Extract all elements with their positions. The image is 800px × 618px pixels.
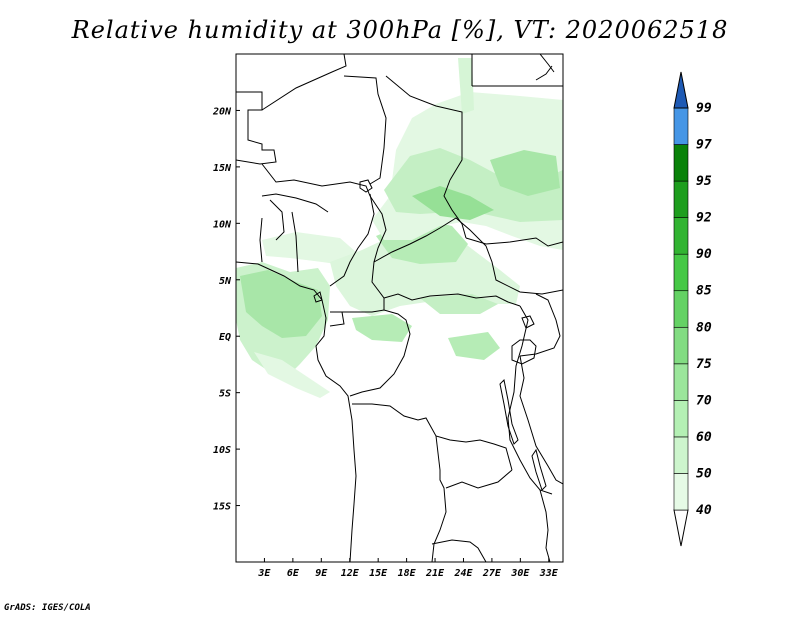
colorbar-label: 80 — [696, 320, 712, 335]
colorbar-label: 97 — [696, 138, 712, 153]
red-sea-coast — [535, 54, 555, 81]
colorbar-segment — [673, 217, 689, 255]
colorbar-segment — [673, 290, 689, 328]
x-tick-label: 15E — [369, 568, 388, 579]
y-tick-label: 5N — [219, 276, 232, 287]
colorbar-label: 92 — [696, 211, 712, 226]
colorbar-label: 40 — [696, 503, 712, 518]
lake-chad — [359, 179, 373, 193]
map-title: Relative humidity at 300hPa [%], VT: 202… — [71, 16, 729, 44]
border-chad-car — [373, 217, 563, 295]
lake-malawi — [531, 448, 547, 491]
x-tick-label: 3E — [257, 568, 271, 579]
colorbar-label: 99 — [696, 101, 712, 116]
humidity-region-sudan-east — [490, 150, 560, 196]
humidity-region-congo-a — [352, 314, 412, 342]
x-axis-labels: 3E 6E 9E 12E 15E 18E 21E 24E 27E 30E 33E — [257, 568, 558, 579]
colorbar-segment — [673, 107, 689, 145]
border-uganda-kenya — [519, 293, 561, 357]
border-ghana-togo — [259, 211, 299, 273]
y-tick-label: 15S — [213, 502, 231, 513]
border-egypt-sudan — [471, 54, 563, 87]
lake-kyoga — [521, 315, 535, 329]
border-mozambique — [539, 489, 551, 562]
border-mali-niger — [261, 163, 371, 197]
y-tick-label: 5S — [219, 389, 231, 400]
colorbar-segment — [673, 326, 689, 365]
border-tanzania — [519, 355, 563, 485]
x-tick-label: 21E — [425, 568, 445, 579]
coastline-west — [236, 261, 357, 562]
border-nigeria-cameroon — [369, 195, 387, 310]
country-borders — [236, 54, 563, 562]
humidity-region-sahel-west — [262, 232, 356, 266]
x-tick-label: 18E — [398, 568, 417, 579]
colorbar: 40 50 60 70 75 80 85 90 92 95 97 99 — [673, 71, 712, 547]
y-tick-label: 15N — [213, 163, 232, 174]
border-algeria-niger — [343, 75, 387, 185]
border-nigeria — [269, 193, 375, 287]
humidity-region-gulf-guinea-core — [240, 270, 322, 338]
border-gabon — [329, 311, 345, 327]
border-namibia — [431, 539, 487, 562]
colorbar-label: 50 — [696, 466, 712, 481]
humidity-region-congo-c — [420, 294, 498, 314]
border-sudan-south-sudan — [465, 237, 563, 247]
humidity-region-congo-b — [448, 332, 500, 360]
colorbar-segment — [673, 473, 689, 511]
border-congo — [340, 309, 411, 397]
humidity-shading — [236, 58, 563, 398]
border-car-drc — [383, 293, 521, 307]
x-tick-label: 30E — [510, 568, 530, 579]
colorbar-segment — [673, 363, 689, 401]
axis-ticks — [236, 109, 550, 562]
colorbar-segment — [673, 253, 689, 292]
colorbar-segment — [673, 144, 689, 182]
border-zambia-east — [445, 469, 513, 489]
colorbar-segment — [673, 180, 689, 218]
border-angola-zambia — [431, 435, 447, 562]
border-drc-east — [507, 305, 553, 495]
colorbar-lower-triangle — [673, 509, 689, 547]
island-bioko — [313, 291, 323, 303]
humidity-region-atlantic — [254, 352, 330, 398]
border-drc-angola — [352, 403, 513, 471]
x-tick-label: 27E — [482, 568, 502, 579]
colorbar-upper-triangle — [673, 71, 689, 109]
y-tick-label: 10N — [213, 219, 232, 230]
border-libya-chad — [385, 75, 463, 181]
humidity-region-north-strip — [458, 58, 474, 114]
colorbar-label: 85 — [696, 284, 712, 299]
colorbar-label: 90 — [696, 247, 712, 262]
humidity-region-chad-center — [412, 186, 494, 220]
colorbar-label: 60 — [696, 430, 712, 445]
y-axis-labels: 20N 15N 10N 5N EQ 5S 10S 15S — [212, 106, 232, 512]
border-mauritania-mali — [236, 91, 277, 165]
y-tick-label: EQ — [219, 332, 231, 343]
colorbar-label: 75 — [696, 357, 712, 372]
lake-victoria — [511, 339, 537, 365]
border-mali-algeria — [261, 54, 347, 111]
x-tick-label: 33E — [539, 568, 559, 579]
colorbar-label: 70 — [696, 393, 712, 408]
x-tick-label: 9E — [315, 568, 328, 579]
lake-tanganyika — [499, 378, 519, 445]
x-tick-label: 12E — [341, 568, 360, 579]
border-burkina — [261, 193, 329, 213]
colorbar-segment — [673, 436, 689, 474]
y-tick-label: 10S — [213, 445, 231, 456]
border-chad-sudan — [443, 179, 467, 239]
colorbar-label: 95 — [696, 174, 712, 189]
y-tick-label: 20N — [212, 106, 232, 117]
colorbar-segment — [673, 400, 689, 438]
x-tick-label: 24E — [453, 568, 473, 579]
map-frame — [235, 53, 564, 563]
x-tick-label: 6E — [287, 568, 300, 579]
grads-credit: GrADS: IGES/COLA — [4, 603, 91, 613]
